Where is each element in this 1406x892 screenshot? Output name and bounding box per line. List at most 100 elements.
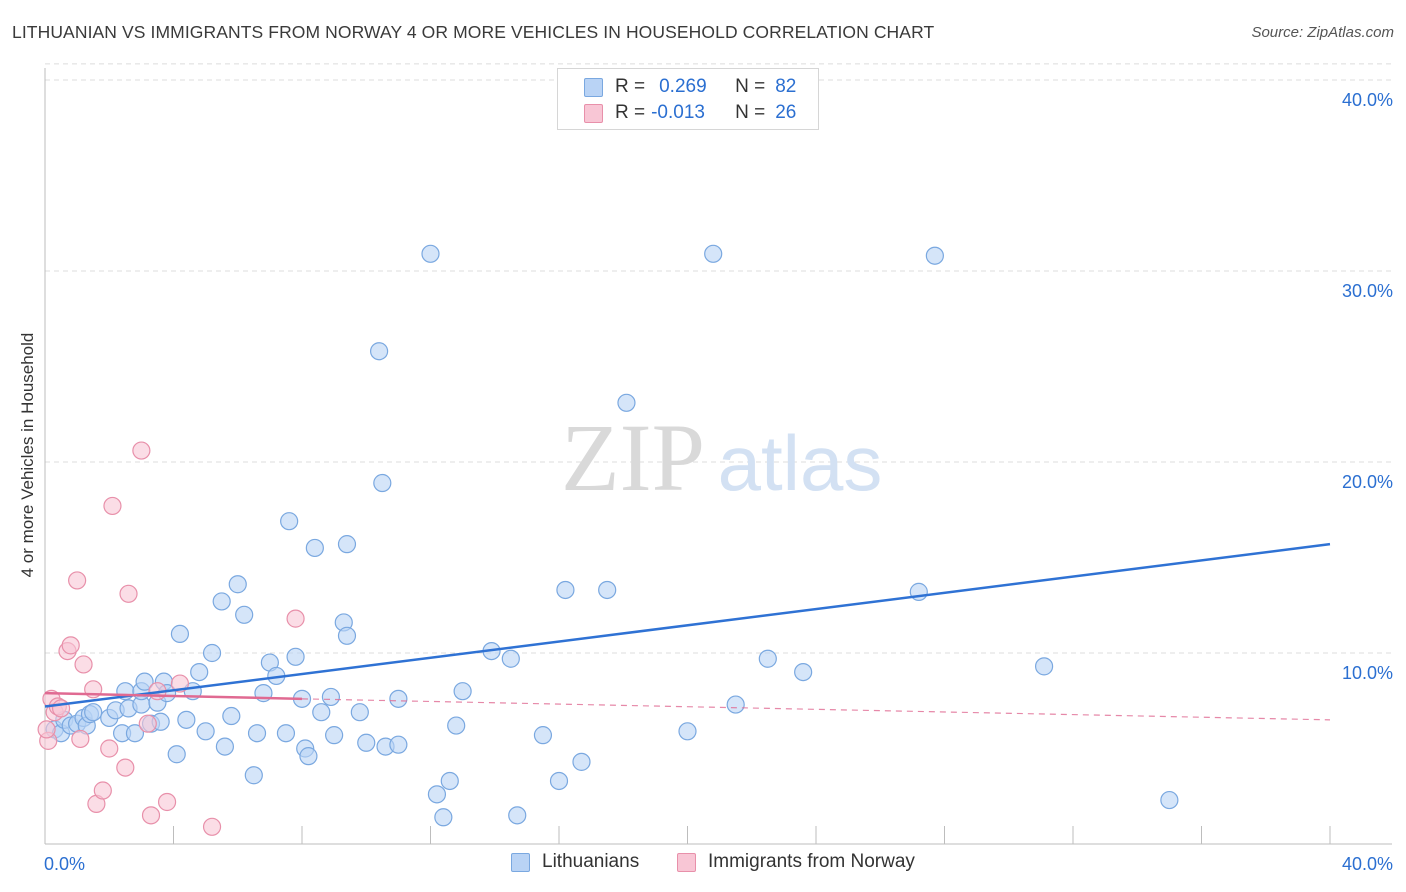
lithuanian-point xyxy=(508,806,527,825)
lithuanian-point xyxy=(235,605,254,624)
legend-swatch-pink xyxy=(677,852,696,872)
lithuanian-point xyxy=(704,244,723,263)
lithuanian-point xyxy=(389,689,408,708)
lithuanian-point xyxy=(678,722,697,741)
legend-r-label: R = xyxy=(615,76,646,97)
lithuanian-point xyxy=(215,737,234,756)
y-axis-label: 4 or more Vehicles in Household xyxy=(18,332,37,578)
norway-point xyxy=(103,496,122,516)
lithuanian-point xyxy=(758,649,777,668)
legend-r-label: R = xyxy=(615,102,646,123)
grid-layer xyxy=(45,63,1392,654)
lithuanian-point xyxy=(549,771,569,791)
trend-layer xyxy=(44,542,1331,721)
lithuanian-point xyxy=(357,733,376,752)
legend-item-lithuanians: Lithuanians xyxy=(511,851,639,873)
norway-point xyxy=(157,792,177,812)
legend-n-value: 26 xyxy=(775,102,797,123)
legend-label: Immigrants from Norway xyxy=(708,851,915,872)
legend-n-label: N = xyxy=(735,102,766,123)
lithuanian-point xyxy=(350,703,369,722)
norway-point xyxy=(138,714,157,733)
norway-point xyxy=(116,758,135,777)
lithuanian-point xyxy=(244,766,263,785)
lithuanian-point xyxy=(222,706,241,726)
lithuanian-point xyxy=(501,649,520,668)
lithuanian-point xyxy=(167,745,186,764)
norway-point xyxy=(71,729,90,749)
chart-title: LITHUANIAN VS IMMIGRANTS FROM NORWAY 4 O… xyxy=(12,22,935,42)
lithuanian-point xyxy=(325,726,344,745)
lithuanian-point xyxy=(196,722,215,741)
norway-point xyxy=(68,571,87,590)
lithuanian-point xyxy=(373,473,392,493)
lithuanian-point xyxy=(228,575,247,594)
legend-r-value: 0.269 xyxy=(659,76,707,97)
lithuanian-point xyxy=(84,703,103,722)
lithuanian-point xyxy=(453,682,472,701)
norway-point xyxy=(61,636,80,655)
lithuanian-point xyxy=(1034,657,1054,676)
watermark-zip: ZIP xyxy=(561,404,705,511)
legend-item-norway: Immigrants from Norway xyxy=(677,851,915,873)
lithuanian-point xyxy=(440,771,459,791)
lithuanian-point xyxy=(286,647,305,666)
lithuanian-point xyxy=(299,747,318,766)
points-layer xyxy=(37,244,1179,836)
lithuanian-point xyxy=(280,512,299,531)
lithuanian-trendline xyxy=(44,542,1331,708)
x-tick-label: 0.0% xyxy=(44,854,85,874)
lithuanian-point xyxy=(321,687,341,707)
lithuanian-point xyxy=(125,724,145,743)
lithuanian-point xyxy=(305,538,324,558)
lithuanian-point xyxy=(726,695,745,714)
lithuanian-point xyxy=(177,710,196,729)
lithuanian-point xyxy=(533,726,553,745)
legend-label: Lithuanians xyxy=(542,851,640,872)
lithuanian-point xyxy=(434,808,453,827)
norway-point xyxy=(119,584,138,603)
lithuanian-point xyxy=(312,703,331,722)
correlation-legend: R = 0.269 N = 82 R = -0.013 N = 26 xyxy=(557,68,819,130)
lithuanian-point xyxy=(337,535,357,554)
lithuanian-point xyxy=(421,244,440,263)
y-tick-label: 30.0% xyxy=(1342,281,1393,301)
lithuanian-point xyxy=(337,626,357,645)
lithuanian-point xyxy=(212,592,231,611)
norway-point xyxy=(74,655,93,674)
lithuanian-point xyxy=(370,342,389,361)
lithuanian-point xyxy=(389,735,408,754)
legend-r-value: -0.013 xyxy=(651,102,705,123)
legend-n-label: N = xyxy=(735,76,766,97)
x-tick-label: 40.0% xyxy=(1342,854,1393,874)
norway-point xyxy=(141,806,161,825)
norway-point xyxy=(132,441,151,460)
lithuanian-point xyxy=(925,246,944,265)
lithuanian-point xyxy=(170,624,190,644)
tick-labels: 10.0% 20.0% 30.0% 40.0% 0.0% 40.0% xyxy=(44,90,1393,874)
lithuanian-point xyxy=(135,672,154,691)
watermark-atlas: atlas xyxy=(718,419,883,507)
source-label: Source: ZipAtlas.com xyxy=(1251,24,1394,41)
axes-layer xyxy=(44,68,1392,845)
lithuanian-point xyxy=(572,752,591,771)
lithuanian-point xyxy=(247,724,267,743)
lithuanian-point xyxy=(794,662,813,682)
y-tick-label: 40.0% xyxy=(1342,90,1393,110)
lithuanian-point xyxy=(427,785,447,804)
legend-swatch-blue xyxy=(584,77,603,97)
norway-point xyxy=(286,609,305,628)
norway-point xyxy=(93,781,112,800)
norway-point xyxy=(37,720,56,739)
norway-trendline xyxy=(44,691,303,701)
lithuanian-point xyxy=(1160,790,1179,810)
norway-point xyxy=(100,739,119,758)
y-tick-label: 10.0% xyxy=(1342,663,1393,683)
legend-row-norway: R = -0.013 N = 26 xyxy=(584,100,796,126)
y-tick-label: 20.0% xyxy=(1342,472,1393,492)
legend-n-value: 82 xyxy=(775,76,797,97)
legend-swatch-pink xyxy=(584,103,603,123)
norway-point xyxy=(202,817,222,836)
series-legend: Lithuanians Immigrants from Norway xyxy=(0,851,1406,877)
